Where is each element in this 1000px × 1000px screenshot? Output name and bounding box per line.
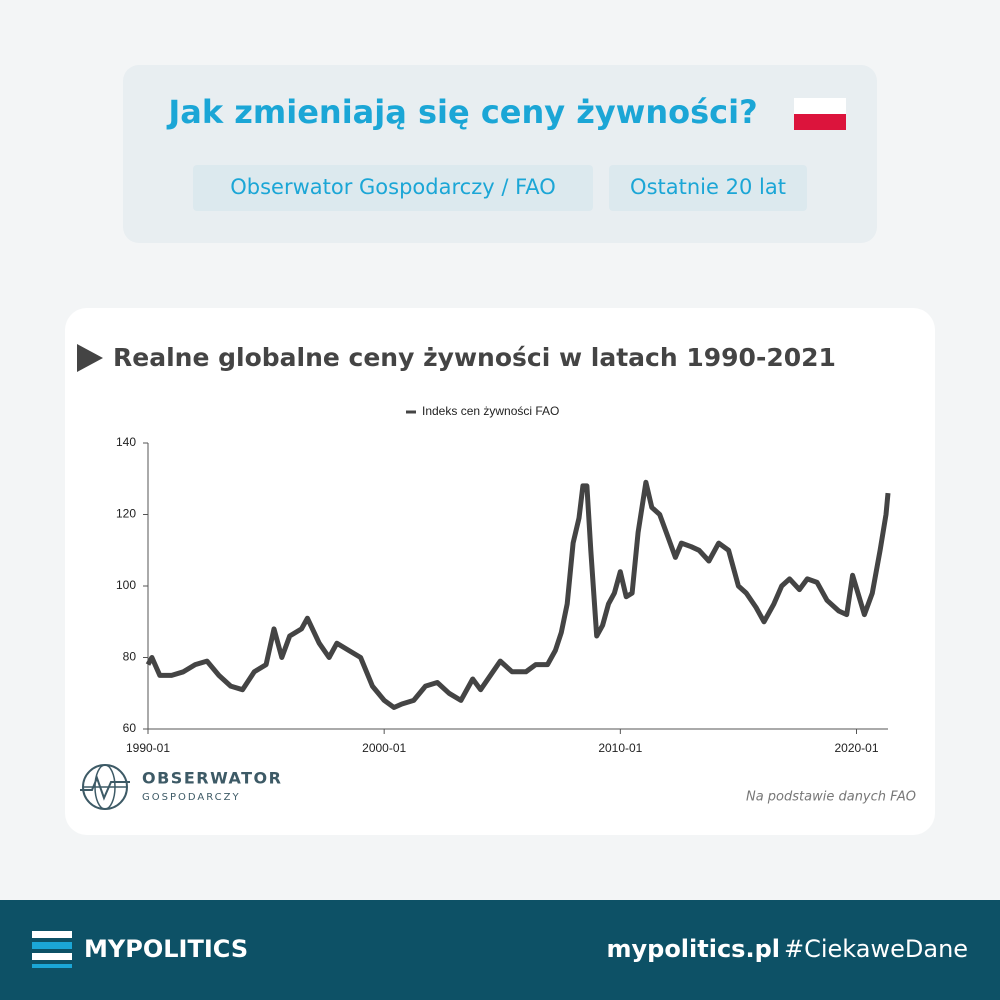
- series-line: [145, 479, 891, 710]
- x-tick-label: 1990-01: [126, 741, 170, 755]
- chart-card: [65, 308, 935, 835]
- tag-text: Obserwator Gospodarczy / FAO: [230, 175, 556, 199]
- x-tick-label: 2010-01: [598, 741, 642, 755]
- logo-name: OBSERWATOR: [142, 769, 282, 788]
- flag: [794, 98, 846, 130]
- hashtag: #CiekaweDane: [784, 935, 968, 963]
- y-tick-label: 100: [116, 578, 136, 592]
- chart-title: Realne globalne ceny żywności w latach 1…: [113, 343, 836, 372]
- tag: [609, 165, 807, 211]
- title-arrow: [77, 344, 103, 372]
- y-tick-label: 80: [123, 650, 137, 664]
- brand-icon: [32, 931, 72, 968]
- y-tick-label: 60: [123, 721, 137, 735]
- y-tick-label: 120: [116, 507, 136, 521]
- logo: [80, 764, 130, 810]
- logo-subtitle: GOSPODARCZY: [142, 792, 241, 803]
- footer: [0, 900, 1000, 1000]
- header-title: Jak zmieniają się ceny żywności?: [166, 93, 757, 131]
- header-card: [123, 65, 877, 243]
- source: Na podstawie danych FAO: [746, 790, 916, 805]
- y-tick-label: 140: [116, 435, 136, 449]
- legend-label: Indeks cen żywności FAO: [422, 404, 559, 418]
- site: mypolitics.pl: [606, 935, 780, 963]
- brand: MYPOLITICS: [84, 935, 248, 963]
- tag-text: Ostatnie 20 lat: [630, 175, 786, 199]
- plot: 60 80 100 120 140 1990-01 2000-01 2010-01 2020-0…: [116, 435, 891, 755]
- tag: [193, 165, 593, 211]
- x-tick-label: 2000-01: [362, 741, 406, 755]
- x-tick-label: 2020-01: [834, 741, 878, 755]
